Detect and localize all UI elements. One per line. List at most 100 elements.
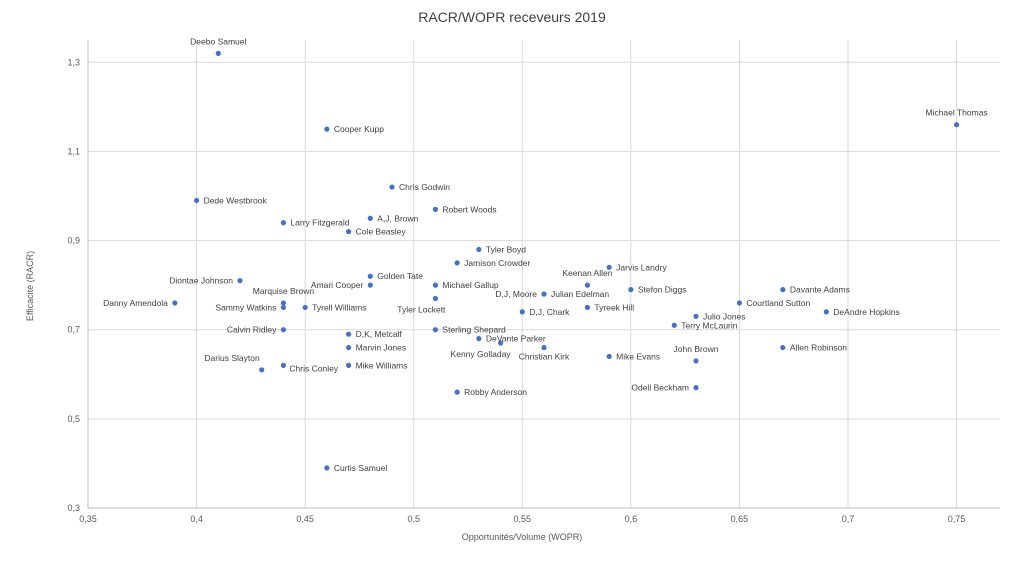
x-tick-label: 0,35 bbox=[79, 514, 97, 524]
data-point bbox=[280, 304, 287, 311]
data-point-label: Cooper Kupp bbox=[334, 124, 384, 134]
data-point-label: Dede Westbrook bbox=[204, 195, 268, 205]
y-tick-label: 0,7 bbox=[67, 325, 80, 335]
data-point bbox=[584, 304, 591, 311]
data-point-label: Julian Edelman bbox=[551, 289, 609, 299]
data-point bbox=[345, 229, 352, 235]
data-point bbox=[454, 389, 460, 395]
data-point bbox=[302, 304, 308, 311]
data-point-label: Odell Beckham bbox=[631, 383, 689, 393]
x-tick-label: 0,65 bbox=[731, 514, 749, 524]
data-point bbox=[693, 358, 699, 364]
data-point-label: Marquise Brown bbox=[253, 286, 315, 296]
y-tick-label: 1,1 bbox=[67, 146, 80, 156]
data-points bbox=[172, 50, 960, 471]
data-point bbox=[693, 385, 699, 391]
data-point bbox=[953, 122, 960, 128]
data-point bbox=[172, 300, 178, 306]
data-point bbox=[432, 282, 439, 288]
data-point bbox=[193, 197, 200, 204]
data-point-label: Chris Godwin bbox=[399, 182, 450, 192]
data-point-label: Stefon Diggs bbox=[638, 285, 687, 295]
data-point-label: Robert Woods bbox=[442, 204, 496, 214]
data-point-label: Golden Tate bbox=[377, 271, 423, 281]
data-point-label: DeVante Parker bbox=[486, 334, 546, 344]
data-point bbox=[780, 344, 786, 351]
gridlines bbox=[87, 40, 1000, 509]
data-point bbox=[432, 295, 439, 302]
data-point bbox=[389, 184, 395, 190]
data-point bbox=[606, 353, 612, 360]
data-point-label: Jarvis Landry bbox=[616, 262, 667, 272]
data-point bbox=[345, 362, 352, 368]
x-tick-label: 0,6 bbox=[625, 514, 638, 524]
data-point bbox=[693, 313, 699, 319]
data-point-label: Sterling Shepard bbox=[442, 325, 506, 335]
data-point-label: Darius Slayton bbox=[204, 353, 260, 363]
data-point-label: Larry Fitzgerald bbox=[290, 218, 349, 228]
x-tick-label: 0,5 bbox=[407, 514, 420, 524]
y-tick-label: 0,3 bbox=[67, 503, 80, 513]
data-point-label: Tyler Boyd bbox=[486, 244, 526, 254]
x-axis-label: Opportunités/Volume (WOPR) bbox=[462, 532, 583, 542]
data-point-label: DeAndre Hopkins bbox=[833, 307, 900, 317]
data-point bbox=[237, 278, 243, 284]
data-point-label: Tyler Lockett bbox=[397, 305, 446, 315]
data-point-label: D,K, Metcalf bbox=[356, 329, 403, 339]
data-point bbox=[780, 287, 786, 293]
data-point bbox=[432, 206, 439, 212]
data-point bbox=[736, 300, 743, 306]
data-point-label: Diontae Johnson bbox=[169, 276, 233, 286]
data-point bbox=[367, 273, 373, 279]
data-point bbox=[541, 291, 547, 297]
data-point bbox=[280, 327, 287, 333]
x-tick-label: 0,75 bbox=[948, 514, 966, 524]
data-point bbox=[367, 282, 373, 288]
data-point bbox=[519, 309, 525, 315]
data-point-label: Julio Jones bbox=[703, 311, 746, 321]
data-point-label: D,J, Chark bbox=[529, 307, 570, 317]
data-point bbox=[215, 50, 221, 56]
data-point-label: Courtland Sutton bbox=[746, 298, 810, 308]
data-point bbox=[324, 465, 330, 471]
data-point-label: Davante Adams bbox=[790, 285, 850, 295]
x-tick-label: 0,7 bbox=[842, 514, 855, 524]
data-point bbox=[280, 362, 287, 368]
data-point-label: Robby Anderson bbox=[464, 387, 527, 397]
data-point bbox=[606, 264, 612, 270]
axes bbox=[87, 40, 1000, 509]
data-point bbox=[497, 340, 504, 346]
data-point bbox=[324, 126, 330, 132]
data-point-label: Chris Conley bbox=[289, 363, 338, 373]
data-point bbox=[432, 327, 439, 333]
data-point bbox=[259, 367, 265, 373]
data-point bbox=[367, 215, 373, 221]
x-tick-label: 0,55 bbox=[514, 514, 532, 524]
data-point-label: A,J, Brown bbox=[377, 213, 418, 223]
data-point-label: Michael Thomas bbox=[925, 108, 987, 118]
data-point-label: Deebo Samuel bbox=[190, 36, 246, 46]
x-tick-label: 0,4 bbox=[190, 514, 203, 524]
data-point bbox=[671, 322, 677, 328]
data-point-label: Amari Cooper bbox=[311, 280, 364, 290]
data-point-label: Mike Evans bbox=[616, 351, 660, 361]
y-tick-label: 1,3 bbox=[67, 57, 80, 67]
x-tick-label: 0,45 bbox=[296, 514, 314, 524]
data-point-label: Sammy Watkins bbox=[215, 302, 276, 312]
data-point-label: Jamison Crowder bbox=[464, 258, 530, 268]
data-point-label: John Brown bbox=[674, 344, 719, 354]
data-point-label: Kenny Golladay bbox=[451, 349, 512, 359]
data-point bbox=[476, 336, 482, 342]
data-point-label: D,J, Moore bbox=[495, 289, 537, 299]
data-point-label: Mike Williams bbox=[356, 360, 408, 370]
data-point-label: Curtis Samuel bbox=[334, 463, 387, 473]
data-point-label: Calvin Ridley bbox=[227, 325, 277, 335]
data-point-label: Allen Robinson bbox=[790, 343, 847, 353]
y-tick-label: 0,5 bbox=[67, 414, 80, 424]
data-point bbox=[454, 260, 460, 266]
data-point bbox=[628, 287, 634, 293]
data-point bbox=[476, 246, 482, 253]
data-point-label: Danny Amendola bbox=[103, 298, 168, 308]
